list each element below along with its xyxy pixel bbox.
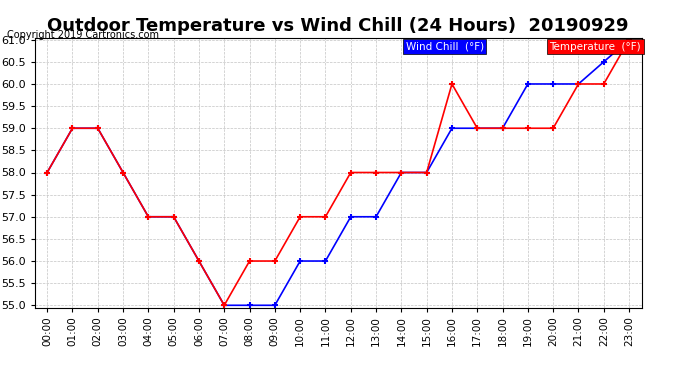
Text: Copyright 2019 Cartronics.com: Copyright 2019 Cartronics.com	[7, 30, 159, 40]
Title: Outdoor Temperature vs Wind Chill (24 Hours)  20190929: Outdoor Temperature vs Wind Chill (24 Ho…	[48, 16, 629, 34]
Text: Wind Chill  (°F): Wind Chill (°F)	[406, 42, 484, 51]
Text: Temperature  (°F): Temperature (°F)	[549, 42, 641, 51]
